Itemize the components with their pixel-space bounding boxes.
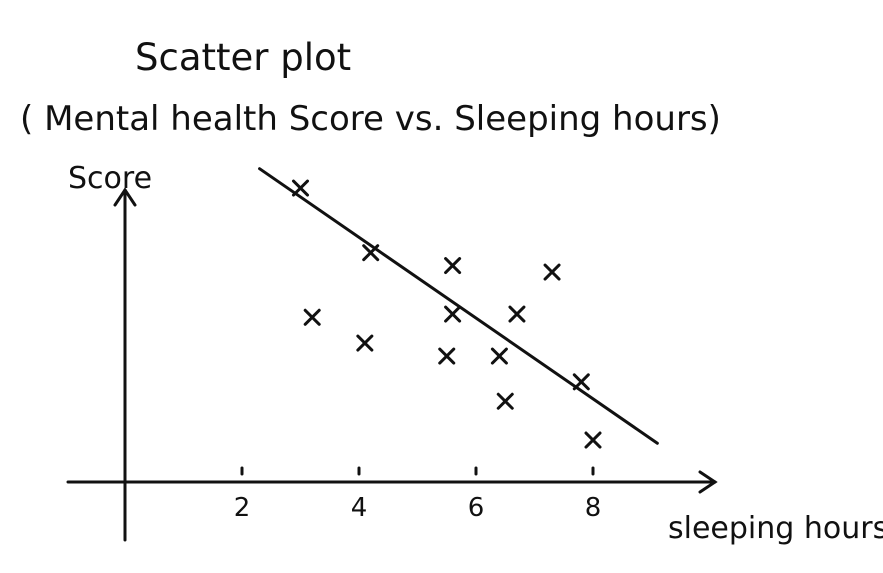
- data-point-stroke: [444, 305, 462, 323]
- data-point-stroke: [496, 392, 514, 410]
- data-point: [438, 347, 456, 365]
- data-point: [356, 334, 374, 352]
- x-axis-label: sleeping hours: [668, 511, 883, 546]
- data-point: [490, 347, 508, 365]
- chart-title: Scatter plot: [135, 36, 351, 79]
- data-point-stroke: [444, 257, 462, 275]
- x-tick-label: 4: [351, 493, 368, 523]
- data-point: [292, 179, 309, 197]
- data-point-stroke: [490, 347, 508, 365]
- data-point-stroke: [438, 347, 456, 365]
- data-point: [584, 431, 602, 449]
- data-point: [362, 244, 380, 262]
- x-tick-label: 6: [468, 493, 485, 523]
- data-point-stroke: [572, 373, 590, 391]
- x-tick-label: 2: [234, 493, 251, 523]
- x-ticks: 2 4 6 8: [234, 466, 602, 523]
- data-point: [444, 305, 462, 323]
- data-point-stroke: [356, 334, 374, 352]
- data-point: [303, 308, 321, 326]
- data-point: [543, 263, 561, 281]
- chart-subtitle: ( Mental health Score vs. Sleeping hours…: [20, 99, 721, 139]
- data-point-stroke: [362, 244, 380, 262]
- data-point-stroke: [543, 263, 561, 281]
- x-tick-label: 8: [585, 493, 602, 523]
- data-point: [508, 305, 526, 323]
- trend-line: [258, 167, 659, 445]
- data-point-stroke: [292, 179, 309, 197]
- data-point-stroke: [508, 305, 526, 323]
- data-point: [572, 373, 590, 391]
- data-point: [496, 392, 514, 410]
- data-points: [292, 179, 602, 449]
- x-axis-arrow: [698, 470, 718, 494]
- data-point-stroke: [584, 431, 602, 449]
- y-axis-label: Score: [68, 161, 152, 196]
- data-point-stroke: [303, 308, 321, 326]
- data-point: [444, 257, 462, 275]
- y-axis-arrow: [113, 187, 137, 207]
